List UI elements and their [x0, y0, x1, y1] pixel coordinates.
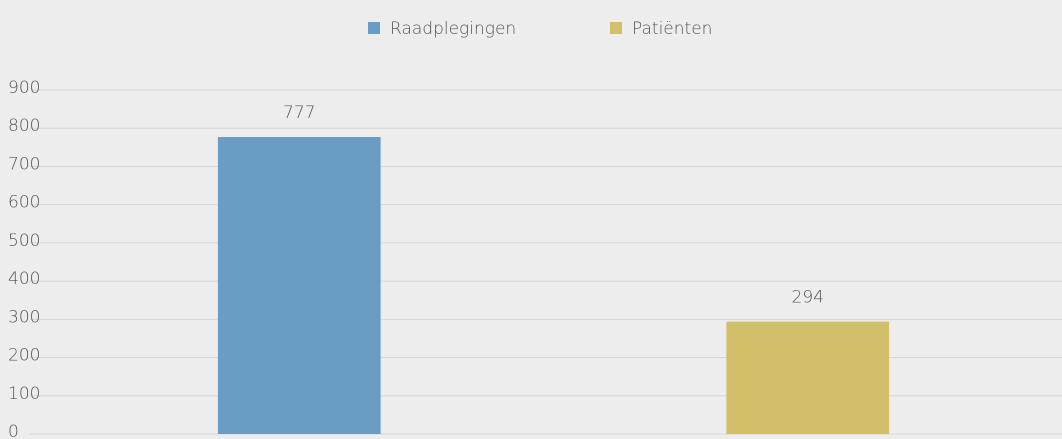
data-label: 777 [283, 103, 315, 123]
legend-label: Patiënten [632, 19, 712, 39]
y-tick-label: 500 [8, 231, 40, 251]
y-tick-label: 0 [8, 422, 19, 439]
y-tick-label: 900 [8, 78, 40, 98]
y-tick-label: 800 [8, 116, 40, 136]
data-label: 294 [792, 288, 824, 308]
legend-label: Raadplegingen [390, 19, 516, 39]
y-tick-label: 700 [8, 154, 40, 174]
legend-swatch [368, 22, 380, 34]
legend-swatch [610, 22, 622, 34]
y-tick-label: 600 [8, 193, 40, 213]
y-tick-label: 300 [8, 307, 40, 327]
y-tick-label: 400 [8, 269, 40, 289]
bar [726, 321, 890, 434]
bar [217, 137, 381, 434]
y-tick-label: 100 [8, 384, 40, 404]
y-tick-label: 200 [8, 346, 40, 366]
